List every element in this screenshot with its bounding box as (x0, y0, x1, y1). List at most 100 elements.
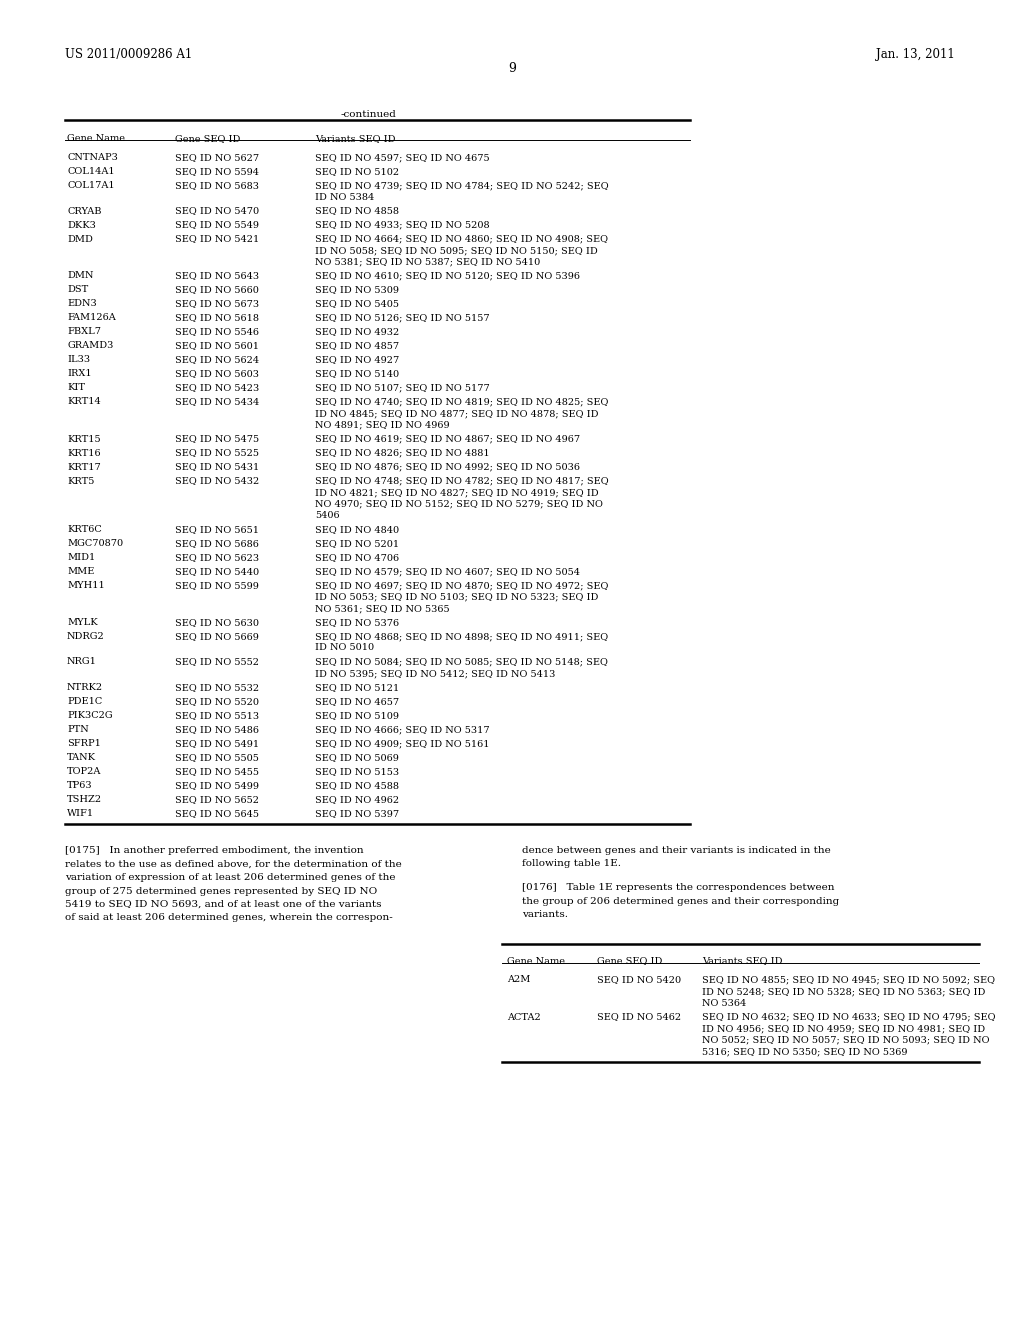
Text: ID NO 5058; SEQ ID NO 5095; SEQ ID NO 5150; SEQ ID: ID NO 5058; SEQ ID NO 5095; SEQ ID NO 51… (315, 246, 598, 255)
Text: KRT16: KRT16 (67, 449, 100, 458)
Text: Variants SEQ ID: Variants SEQ ID (315, 135, 395, 143)
Text: SEQ ID NO 5669: SEQ ID NO 5669 (175, 632, 259, 642)
Text: [0175]   In another preferred embodiment, the invention: [0175] In another preferred embodiment, … (65, 846, 364, 855)
Text: SEQ ID NO 5683: SEQ ID NO 5683 (175, 181, 259, 190)
Text: SEQ ID NO 5405: SEQ ID NO 5405 (315, 300, 399, 309)
Text: SEQ ID NO 5109: SEQ ID NO 5109 (315, 711, 399, 719)
Text: ID NO 4956; SEQ ID NO 4959; SEQ ID NO 4981; SEQ ID: ID NO 4956; SEQ ID NO 4959; SEQ ID NO 49… (702, 1024, 985, 1034)
Text: SEQ ID NO 4826; SEQ ID NO 4881: SEQ ID NO 4826; SEQ ID NO 4881 (315, 449, 489, 458)
Text: Jan. 13, 2011: Jan. 13, 2011 (877, 48, 955, 61)
Text: SEQ ID NO 5546: SEQ ID NO 5546 (175, 327, 259, 337)
Text: SEQ ID NO 4840: SEQ ID NO 4840 (315, 525, 399, 535)
Text: SEQ ID NO 4962: SEQ ID NO 4962 (315, 795, 399, 804)
Text: ID NO 4845; SEQ ID NO 4877; SEQ ID NO 4878; SEQ ID: ID NO 4845; SEQ ID NO 4877; SEQ ID NO 48… (315, 409, 598, 418)
Text: SEQ ID NO 5499: SEQ ID NO 5499 (175, 781, 259, 789)
Text: A2M: A2M (507, 975, 530, 985)
Text: SEQ ID NO 5549: SEQ ID NO 5549 (175, 220, 259, 230)
Text: SEQ ID NO 5513: SEQ ID NO 5513 (175, 711, 259, 719)
Text: GRAMD3: GRAMD3 (67, 342, 114, 351)
Text: SEQ ID NO 5686: SEQ ID NO 5686 (175, 539, 259, 548)
Text: SEQ ID NO 5624: SEQ ID NO 5624 (175, 355, 259, 364)
Text: SEQ ID NO 5420: SEQ ID NO 5420 (597, 975, 681, 985)
Text: NO 5381; SEQ ID NO 5387; SEQ ID NO 5410: NO 5381; SEQ ID NO 5387; SEQ ID NO 5410 (315, 257, 541, 267)
Text: SEQ ID NO 5153: SEQ ID NO 5153 (315, 767, 399, 776)
Text: ID NO 5384: ID NO 5384 (315, 193, 374, 202)
Text: Gene SEQ ID: Gene SEQ ID (175, 135, 241, 143)
Text: SEQ ID NO 4619; SEQ ID NO 4867; SEQ ID NO 4967: SEQ ID NO 4619; SEQ ID NO 4867; SEQ ID N… (315, 434, 581, 444)
Text: SEQ ID NO 5525: SEQ ID NO 5525 (175, 449, 259, 458)
Text: TANK: TANK (67, 752, 96, 762)
Text: US 2011/0009286 A1: US 2011/0009286 A1 (65, 48, 193, 61)
Text: SEQ ID NO 5421: SEQ ID NO 5421 (175, 235, 259, 243)
Text: SEQ ID NO 4927: SEQ ID NO 4927 (315, 355, 399, 364)
Text: SEQ ID NO 5397: SEQ ID NO 5397 (315, 809, 399, 818)
Text: variants.: variants. (522, 909, 568, 919)
Text: SEQ ID NO 5475: SEQ ID NO 5475 (175, 434, 259, 444)
Text: SEQ ID NO 5520: SEQ ID NO 5520 (175, 697, 259, 706)
Text: variation of expression of at least 206 determined genes of the: variation of expression of at least 206 … (65, 873, 395, 882)
Text: DMD: DMD (67, 235, 93, 243)
Text: FAM126A: FAM126A (67, 314, 116, 322)
Text: SEQ ID NO 5552: SEQ ID NO 5552 (175, 657, 259, 667)
Text: SEQ ID NO 4876; SEQ ID NO 4992; SEQ ID NO 5036: SEQ ID NO 4876; SEQ ID NO 4992; SEQ ID N… (315, 462, 580, 471)
Text: SEQ ID NO 5630: SEQ ID NO 5630 (175, 618, 259, 627)
Text: SEQ ID NO 5431: SEQ ID NO 5431 (175, 462, 259, 471)
Text: SEQ ID NO 5140: SEQ ID NO 5140 (315, 370, 399, 379)
Text: SEQ ID NO 4664; SEQ ID NO 4860; SEQ ID NO 4908; SEQ: SEQ ID NO 4664; SEQ ID NO 4860; SEQ ID N… (315, 235, 608, 243)
Text: FBXL7: FBXL7 (67, 327, 101, 337)
Text: SEQ ID NO 5601: SEQ ID NO 5601 (175, 342, 259, 351)
Text: EDN3: EDN3 (67, 300, 96, 309)
Text: Gene SEQ ID: Gene SEQ ID (597, 957, 663, 965)
Text: NRG1: NRG1 (67, 657, 97, 667)
Text: dence between genes and their variants is indicated in the: dence between genes and their variants i… (522, 846, 830, 855)
Text: SEQ ID NO 4579; SEQ ID NO 4607; SEQ ID NO 5054: SEQ ID NO 4579; SEQ ID NO 4607; SEQ ID N… (315, 568, 580, 576)
Text: KRT15: KRT15 (67, 434, 100, 444)
Text: SEQ ID NO 4597; SEQ ID NO 4675: SEQ ID NO 4597; SEQ ID NO 4675 (315, 153, 489, 162)
Text: SEQ ID NO 5643: SEQ ID NO 5643 (175, 272, 259, 281)
Text: SEQ ID NO 5423: SEQ ID NO 5423 (175, 384, 259, 392)
Text: SEQ ID NO 4666; SEQ ID NO 5317: SEQ ID NO 4666; SEQ ID NO 5317 (315, 725, 489, 734)
Text: SEQ ID NO 5069: SEQ ID NO 5069 (315, 752, 399, 762)
Text: NDRG2: NDRG2 (67, 632, 104, 642)
Text: PIK3C2G: PIK3C2G (67, 711, 113, 719)
Text: SEQ ID NO 4855; SEQ ID NO 4945; SEQ ID NO 5092; SEQ: SEQ ID NO 4855; SEQ ID NO 4945; SEQ ID N… (702, 975, 995, 985)
Text: DMN: DMN (67, 272, 93, 281)
Text: SEQ ID NO 5645: SEQ ID NO 5645 (175, 809, 259, 818)
Text: NO 4970; SEQ ID NO 5152; SEQ ID NO 5279; SEQ ID NO: NO 4970; SEQ ID NO 5152; SEQ ID NO 5279;… (315, 499, 603, 508)
Text: ID NO 5053; SEQ ID NO 5103; SEQ ID NO 5323; SEQ ID: ID NO 5053; SEQ ID NO 5103; SEQ ID NO 53… (315, 593, 598, 602)
Text: SEQ ID NO 4932: SEQ ID NO 4932 (315, 327, 399, 337)
Text: SEQ ID NO 5618: SEQ ID NO 5618 (175, 314, 259, 322)
Text: KRT14: KRT14 (67, 397, 100, 407)
Text: SEQ ID NO 5491: SEQ ID NO 5491 (175, 739, 259, 748)
Text: SEQ ID NO 5455: SEQ ID NO 5455 (175, 767, 259, 776)
Text: COL14A1: COL14A1 (67, 168, 115, 176)
Text: SEQ ID NO 4610; SEQ ID NO 5120; SEQ ID NO 5396: SEQ ID NO 4610; SEQ ID NO 5120; SEQ ID N… (315, 272, 580, 281)
Text: Gene Name: Gene Name (67, 135, 125, 143)
Text: relates to the use as defined above, for the determination of the: relates to the use as defined above, for… (65, 859, 401, 869)
Text: SEQ ID NO 4933; SEQ ID NO 5208: SEQ ID NO 4933; SEQ ID NO 5208 (315, 220, 489, 230)
Text: SEQ ID NO 4858: SEQ ID NO 4858 (315, 206, 399, 215)
Text: TSHZ2: TSHZ2 (67, 795, 102, 804)
Text: SFRP1: SFRP1 (67, 739, 101, 748)
Text: SEQ ID NO 4657: SEQ ID NO 4657 (315, 697, 399, 706)
Text: NO 5361; SEQ ID NO 5365: NO 5361; SEQ ID NO 5365 (315, 605, 450, 612)
Text: KRT6C: KRT6C (67, 525, 101, 535)
Text: SEQ ID NO 5532: SEQ ID NO 5532 (175, 682, 259, 692)
Text: SEQ ID NO 4868; SEQ ID NO 4898; SEQ ID NO 4911; SEQ: SEQ ID NO 4868; SEQ ID NO 4898; SEQ ID N… (315, 632, 608, 642)
Text: MYLK: MYLK (67, 618, 97, 627)
Text: ID NO 5010: ID NO 5010 (315, 644, 374, 652)
Text: SEQ ID NO 4740; SEQ ID NO 4819; SEQ ID NO 4825; SEQ: SEQ ID NO 4740; SEQ ID NO 4819; SEQ ID N… (315, 397, 608, 407)
Text: SEQ ID NO 5102: SEQ ID NO 5102 (315, 168, 399, 176)
Text: SEQ ID NO 5623: SEQ ID NO 5623 (175, 553, 259, 562)
Text: -continued: -continued (341, 110, 396, 119)
Text: SEQ ID NO 5594: SEQ ID NO 5594 (175, 168, 259, 176)
Text: TP63: TP63 (67, 781, 92, 789)
Text: 9: 9 (508, 62, 516, 75)
Text: CNTNAP3: CNTNAP3 (67, 153, 118, 162)
Text: SEQ ID NO 4739; SEQ ID NO 4784; SEQ ID NO 5242; SEQ: SEQ ID NO 4739; SEQ ID NO 4784; SEQ ID N… (315, 181, 608, 190)
Text: SEQ ID NO 4706: SEQ ID NO 4706 (315, 553, 399, 562)
Text: 5419 to SEQ ID NO 5693, and of at least one of the variants: 5419 to SEQ ID NO 5693, and of at least … (65, 900, 382, 909)
Text: 5406: 5406 (315, 511, 340, 520)
Text: Gene Name: Gene Name (507, 957, 565, 965)
Text: MGC70870: MGC70870 (67, 539, 123, 548)
